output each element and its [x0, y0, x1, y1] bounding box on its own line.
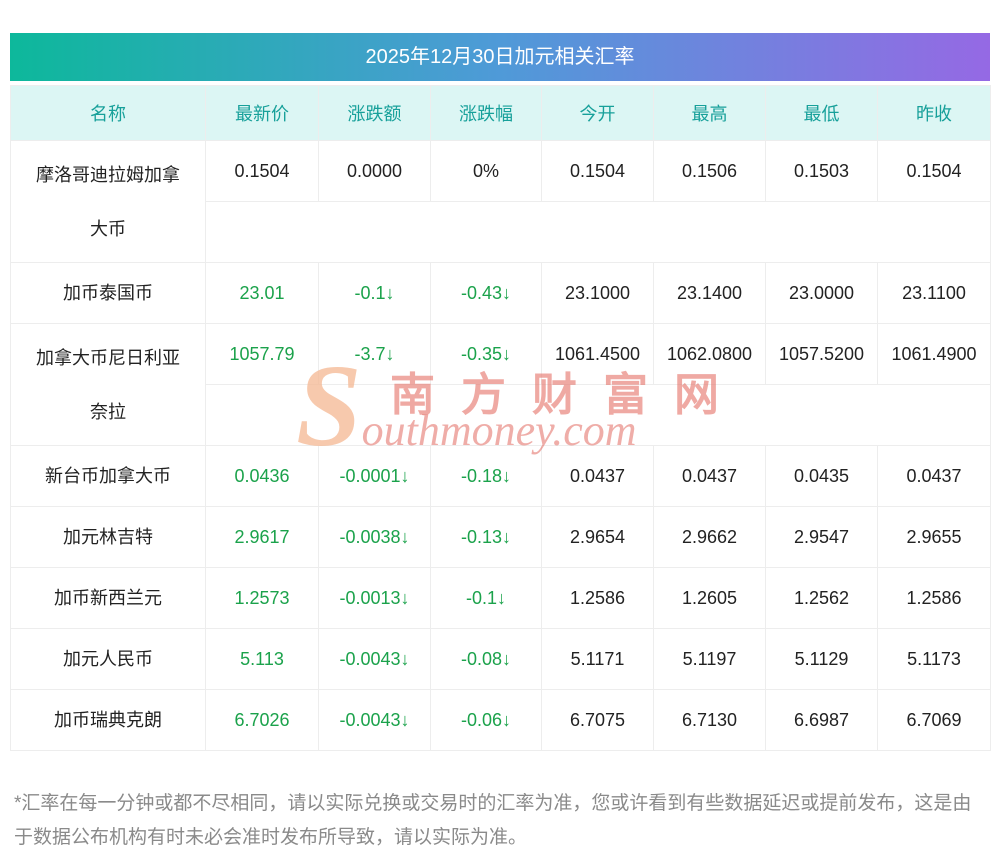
open-price: 2.9654 [541, 506, 654, 568]
header-change-amount: 涨跌额 [318, 85, 431, 141]
change-amount: -0.0001↓ [318, 445, 431, 507]
open-price: 5.1171 [541, 628, 654, 690]
currency-name: 加拿大币尼日利亚奈拉 [10, 323, 206, 446]
table-row: 加币新西兰元 1.2573 -0.0013↓ -0.1↓ 1.2586 1.2605 1.2… [10, 567, 991, 629]
currency-name: 加币泰国币 [10, 262, 206, 324]
header-change-percent: 涨跌幅 [430, 85, 542, 141]
low-price: 1.2562 [765, 567, 878, 629]
currency-name: 加元林吉特 [10, 506, 206, 568]
latest-price: 1.2573 [205, 567, 319, 629]
low-price: 2.9547 [765, 506, 878, 568]
table-row: 加币瑞典克朗 6.7026 -0.0043↓ -0.06↓ 6.7075 6.7130 6.… [10, 689, 991, 751]
table-row: 加币泰国币 23.01 -0.1↓ -0.43↓ 23.1000 23.1400 23.00… [10, 262, 991, 324]
high-price: 0.1506 [653, 140, 766, 202]
open-price: 0.1504 [541, 140, 654, 202]
table-row: 摩洛哥迪拉姆加拿大币 0.1504 0.0000 0% 0.1504 0.1506 0.15… [10, 140, 991, 263]
header-prev-close: 昨收 [877, 85, 991, 141]
rates-table: 名称 最新价 涨跌额 涨跌幅 今开 最高 最低 昨收 摩洛哥迪拉姆加拿大币 0.1… [10, 85, 991, 751]
open-price: 23.1000 [541, 262, 654, 324]
latest-price: 1057.79 [205, 323, 319, 385]
disclaimer-text: *汇率在每一分钟或都不尽相同，请以实际兑换或交易时的汇率为准，您或许看到有些数据… [14, 793, 972, 848]
table-row: 加拿大币尼日利亚奈拉 1057.79 -3.7↓ -0.35↓ 1061.4500 106… [10, 323, 991, 446]
change-amount: -0.0038↓ [318, 506, 431, 568]
change-percent: -0.08↓ [430, 628, 542, 690]
table-row: 加元人民币 5.113 -0.0043↓ -0.08↓ 5.1171 5.1197 5.11… [10, 628, 991, 690]
latest-price: 23.01 [205, 262, 319, 324]
currency-name: 加币新西兰元 [10, 567, 206, 629]
change-percent: -0.06↓ [430, 689, 542, 751]
spacer-cell [205, 384, 991, 446]
rates-table-header: 名称 最新价 涨跌额 涨跌幅 今开 最高 最低 昨收 [10, 85, 991, 141]
change-amount: -0.0013↓ [318, 567, 431, 629]
open-price: 1061.4500 [541, 323, 654, 385]
latest-price: 0.0436 [205, 445, 319, 507]
latest-price: 0.1504 [205, 140, 319, 202]
prev-close-price: 0.1504 [877, 140, 991, 202]
header-high: 最高 [653, 85, 766, 141]
change-percent: -0.43↓ [430, 262, 542, 324]
high-price: 0.0437 [653, 445, 766, 507]
currency-name: 摩洛哥迪拉姆加拿大币 [10, 140, 206, 263]
latest-price: 6.7026 [205, 689, 319, 751]
header-low: 最低 [765, 85, 878, 141]
change-amount: 0.0000 [318, 140, 431, 202]
open-price: 6.7075 [541, 689, 654, 751]
prev-close-price: 1061.4900 [877, 323, 991, 385]
high-price: 1062.0800 [653, 323, 766, 385]
currency-name: 加元人民币 [10, 628, 206, 690]
currency-name: 加币瑞典克朗 [10, 689, 206, 751]
change-percent: -0.13↓ [430, 506, 542, 568]
change-amount: -0.0043↓ [318, 628, 431, 690]
page-title: 2025年12月30日加元相关汇率 [10, 33, 990, 81]
prev-close-price: 2.9655 [877, 506, 991, 568]
low-price: 1057.5200 [765, 323, 878, 385]
high-price: 6.7130 [653, 689, 766, 751]
table-row: 加元林吉特 2.9617 -0.0038↓ -0.13↓ 2.9654 2.9662 2.9… [10, 506, 991, 568]
change-amount: -3.7↓ [318, 323, 431, 385]
change-percent: 0% [430, 140, 542, 202]
change-percent: -0.18↓ [430, 445, 542, 507]
high-price: 1.2605 [653, 567, 766, 629]
table-row: 新台币加拿大币 0.0436 -0.0001↓ -0.18↓ 0.0437 0.0437 0… [10, 445, 991, 507]
latest-price: 5.113 [205, 628, 319, 690]
latest-price: 2.9617 [205, 506, 319, 568]
open-price: 0.0437 [541, 445, 654, 507]
high-price: 23.1400 [653, 262, 766, 324]
prev-close-price: 23.1100 [877, 262, 991, 324]
change-amount: -0.0043↓ [318, 689, 431, 751]
low-price: 5.1129 [765, 628, 878, 690]
header-name: 名称 [10, 85, 206, 141]
header-open: 今开 [541, 85, 654, 141]
change-amount: -0.1↓ [318, 262, 431, 324]
prev-close-price: 1.2586 [877, 567, 991, 629]
high-price: 2.9662 [653, 506, 766, 568]
header-latest-price: 最新价 [205, 85, 319, 141]
prev-close-price: 0.0437 [877, 445, 991, 507]
change-percent: -0.1↓ [430, 567, 542, 629]
change-percent: -0.35↓ [430, 323, 542, 385]
rates-table-body: 摩洛哥迪拉姆加拿大币 0.1504 0.0000 0% 0.1504 0.1506 0.15… [10, 140, 991, 751]
low-price: 0.1503 [765, 140, 878, 202]
low-price: 0.0435 [765, 445, 878, 507]
prev-close-price: 5.1173 [877, 628, 991, 690]
spacer-cell [205, 201, 991, 263]
open-price: 1.2586 [541, 567, 654, 629]
prev-close-price: 6.7069 [877, 689, 991, 751]
low-price: 23.0000 [765, 262, 878, 324]
low-price: 6.6987 [765, 689, 878, 751]
currency-name: 新台币加拿大币 [10, 445, 206, 507]
table-row-spacer [11, 201, 991, 263]
high-price: 5.1197 [653, 628, 766, 690]
